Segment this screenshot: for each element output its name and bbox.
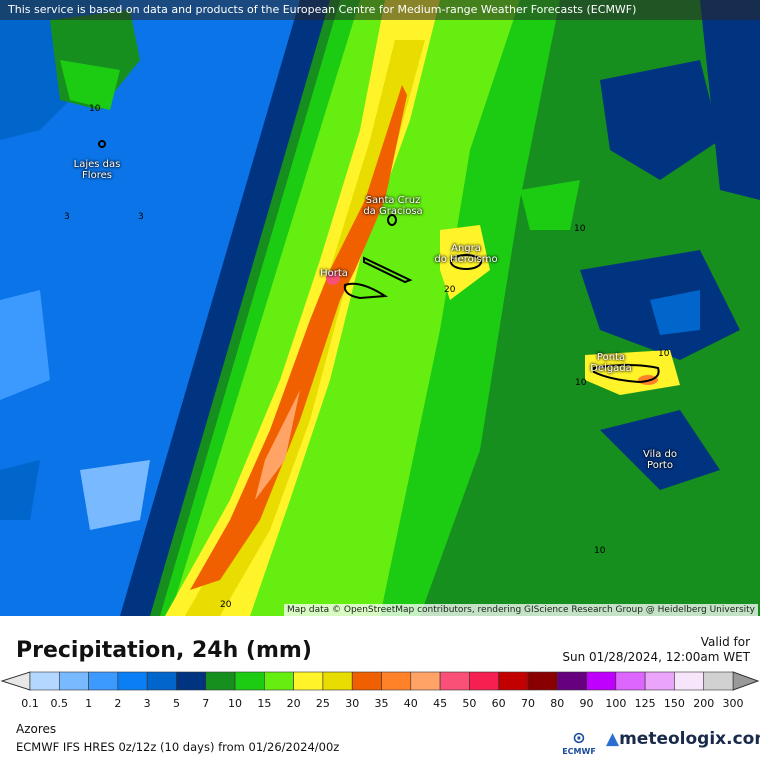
city-label: Lajes das bbox=[73, 159, 121, 170]
scale-label: 25 bbox=[315, 697, 330, 710]
color-swatch bbox=[615, 671, 646, 691]
city-label: da Graciosa bbox=[363, 206, 423, 217]
scale-label: 90 bbox=[579, 697, 594, 710]
contour-label: 20 bbox=[444, 285, 456, 295]
contour-label: 10 bbox=[574, 224, 586, 234]
scale-label: 1 bbox=[85, 697, 93, 710]
city-label: Angra bbox=[451, 243, 481, 254]
contour-label: 10 bbox=[89, 104, 101, 114]
scale-label: 50 bbox=[462, 697, 477, 710]
color-swatch bbox=[293, 671, 324, 691]
valid-time-value: Sun 01/28/2024, 12:00am WET bbox=[562, 650, 750, 664]
contour-label: 3 bbox=[138, 212, 144, 222]
color-swatch bbox=[29, 671, 60, 691]
color-scale bbox=[0, 671, 760, 691]
color-swatch bbox=[674, 671, 705, 691]
city-vila-do-porto: Vila do Porto bbox=[643, 449, 677, 471]
color-swatch bbox=[117, 671, 148, 691]
contour-label: 10 bbox=[575, 378, 587, 388]
color-swatch bbox=[527, 671, 558, 691]
city-lajes-das-flores: Lajes das Flores bbox=[74, 159, 121, 181]
city-santa-cruz-da-graciosa: Santa Cruz da Graciosa bbox=[363, 195, 422, 217]
contour-label: 3 bbox=[64, 212, 70, 222]
city-label: Flores bbox=[82, 170, 112, 181]
contour-label: 10 bbox=[594, 546, 606, 556]
color-swatch bbox=[234, 671, 265, 691]
legend-title: Precipitation, 24h (mm) bbox=[16, 638, 312, 663]
scale-label: 0.5 bbox=[50, 697, 69, 710]
map-attribution[interactable]: Map data © OpenStreetMap contributors, r… bbox=[284, 604, 758, 616]
scale-label: 70 bbox=[520, 697, 535, 710]
precipitation-map[interactable] bbox=[0, 0, 760, 616]
scale-label: 35 bbox=[374, 697, 389, 710]
color-swatch bbox=[176, 671, 207, 691]
city-label: Horta bbox=[320, 268, 348, 279]
color-swatch bbox=[586, 671, 617, 691]
city-label: Ponta bbox=[596, 352, 626, 363]
color-swatch bbox=[410, 671, 441, 691]
color-swatch bbox=[556, 671, 587, 691]
meteologix-brand: meteologix.com bbox=[619, 729, 760, 749]
city-horta: Horta bbox=[320, 268, 348, 279]
color-swatch bbox=[88, 671, 119, 691]
scale-label: 60 bbox=[491, 697, 506, 710]
scale-label: 45 bbox=[433, 697, 448, 710]
scale-label: 150 bbox=[663, 697, 685, 710]
valid-time: Valid for Sun 01/28/2024, 12:00am WET bbox=[562, 635, 750, 665]
color-swatch bbox=[58, 671, 89, 691]
model-run: ECMWF IFS HRES 0z/12z (10 days) from 01/… bbox=[16, 740, 340, 754]
scale-label: 125 bbox=[634, 697, 656, 710]
scale-label: 2 bbox=[114, 697, 122, 710]
meteologix-icon: ▲ bbox=[606, 729, 620, 749]
city-label: Santa Cruz bbox=[365, 195, 421, 206]
scale-label: 80 bbox=[550, 697, 565, 710]
scale-label: 30 bbox=[345, 697, 360, 710]
city-angra-do-heroismo: Angra do Heroísmo bbox=[434, 243, 497, 265]
scale-label: 300 bbox=[722, 697, 744, 710]
scale-label: 7 bbox=[202, 697, 210, 710]
under-range-arrow bbox=[0, 671, 31, 691]
scale-label: 20 bbox=[286, 697, 301, 710]
scale-label: 0.1 bbox=[21, 697, 39, 710]
ecmwf-logo-text: ECMWF bbox=[562, 747, 596, 756]
ecmwf-notice: This service is based on data and produc… bbox=[0, 0, 760, 20]
ecmwf-logo-icon: ⊙ bbox=[572, 728, 586, 747]
city-label: Porto bbox=[647, 460, 673, 471]
scale-label: 3 bbox=[143, 697, 151, 710]
city-label: Delgada bbox=[590, 363, 632, 374]
color-swatch bbox=[439, 671, 470, 691]
valid-label: Valid for bbox=[700, 635, 750, 649]
ecmwf-logo: ⊙ ECMWF bbox=[562, 728, 596, 756]
city-label: Vila do bbox=[643, 449, 677, 460]
color-swatch bbox=[703, 671, 734, 691]
color-swatch bbox=[146, 671, 177, 691]
color-swatch bbox=[322, 671, 353, 691]
color-swatch bbox=[264, 671, 294, 691]
color-swatch bbox=[498, 671, 529, 691]
scale-label: 5 bbox=[172, 697, 180, 710]
contour-label: 20 bbox=[220, 600, 232, 610]
color-swatch bbox=[469, 671, 499, 691]
contour-label: 10 bbox=[658, 349, 670, 359]
meteologix-logo[interactable]: ▲meteologix.com bbox=[606, 729, 760, 749]
city-ponta-delgada: Ponta Delgada bbox=[590, 352, 632, 374]
scale-label: 200 bbox=[693, 697, 715, 710]
color-swatch bbox=[644, 671, 675, 691]
color-swatch bbox=[205, 671, 236, 691]
color-swatch bbox=[381, 671, 412, 691]
over-range-arrow bbox=[732, 671, 760, 691]
city-label: do Heroísmo bbox=[434, 254, 498, 265]
region-name: Azores bbox=[16, 722, 57, 736]
scale-label: 15 bbox=[257, 697, 272, 710]
scale-label: 40 bbox=[403, 697, 418, 710]
scale-label: 10 bbox=[228, 697, 243, 710]
scale-label: 100 bbox=[605, 697, 627, 710]
color-swatch bbox=[351, 671, 382, 691]
